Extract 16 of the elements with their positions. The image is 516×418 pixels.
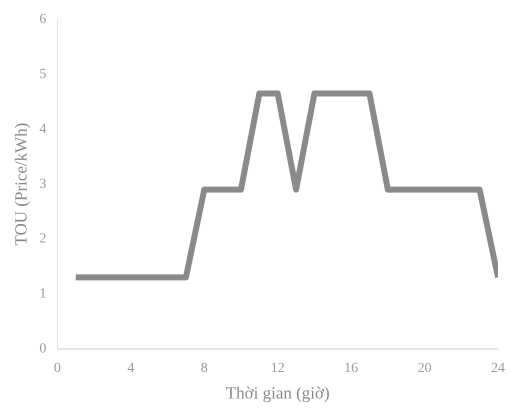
x-tick-label: 8 xyxy=(200,360,208,376)
y-tick-label: 6 xyxy=(39,12,46,28)
y-tick-label: 1 xyxy=(39,286,46,302)
y-tick-label: 5 xyxy=(39,66,46,82)
x-tick-label: 24 xyxy=(491,360,505,376)
y-axis-title: TOU (Price/kWh) xyxy=(12,122,31,246)
y-tick-label: 2 xyxy=(39,232,46,247)
x-tick-label: 12 xyxy=(270,360,285,376)
y-tick-label: 3 xyxy=(39,176,46,192)
y-tick-label: 4 xyxy=(39,122,46,137)
y-tick-label: 0 xyxy=(39,341,46,356)
x-axis-title: Thời gian (giờ) xyxy=(226,383,330,402)
x-tick-label: 20 xyxy=(418,360,432,376)
x-tick-label: 4 xyxy=(127,360,134,376)
x-tick-label: 16 xyxy=(344,360,358,376)
x-tick-label: 0 xyxy=(54,360,61,376)
